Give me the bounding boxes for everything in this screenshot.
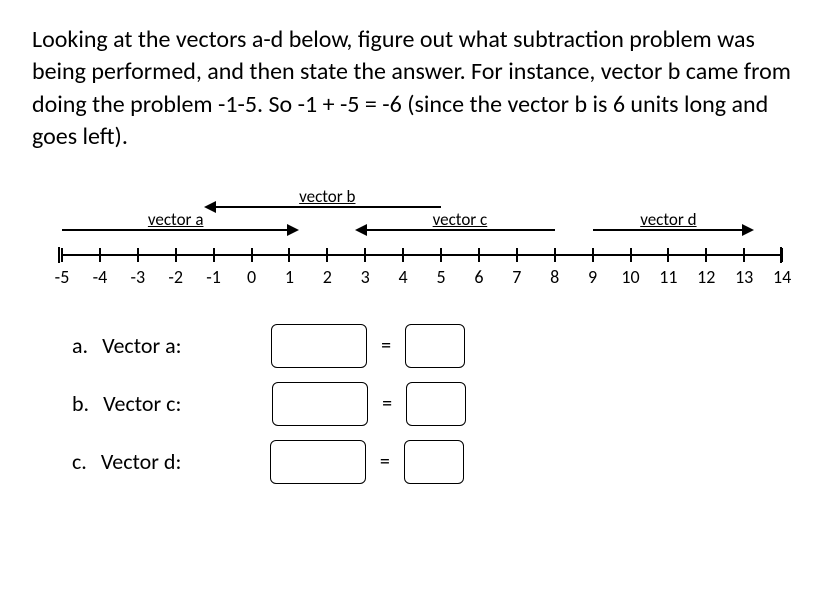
equals-sign: = — [382, 392, 392, 416]
tick — [137, 248, 139, 262]
tick — [251, 248, 253, 262]
number-line-left-end — [58, 247, 60, 263]
tick-label: -2 — [168, 266, 183, 288]
tick — [743, 248, 745, 262]
vector-c-arrowhead — [355, 224, 367, 236]
tick-label: 5 — [436, 266, 445, 288]
tick — [326, 248, 328, 262]
tick — [288, 248, 290, 262]
tick — [630, 248, 632, 262]
equals-sign: = — [381, 334, 391, 358]
tick-label: 6 — [474, 266, 483, 288]
vector-b-arrowhead — [204, 201, 216, 213]
answer-label: Vector d: — [101, 448, 256, 475]
answer-label: Vector c: — [103, 390, 258, 417]
answer-letter: c. — [72, 448, 87, 475]
answer-label: Vector a: — [102, 332, 257, 359]
tick-label: -4 — [93, 266, 108, 288]
answer-row-c: c. Vector d: = — [72, 440, 796, 484]
vector-d-label: vector d — [640, 209, 696, 230]
tick-label: -5 — [55, 266, 70, 288]
tick — [781, 248, 783, 262]
tick-label: 7 — [512, 266, 521, 288]
answer-result-input[interactable] — [405, 324, 465, 368]
tick-label: 10 — [621, 266, 639, 288]
answer-expression-input[interactable] — [272, 382, 368, 426]
tick-label: 1 — [285, 266, 294, 288]
tick-label: 14 — [773, 266, 791, 288]
answer-result-input[interactable] — [406, 382, 466, 426]
tick — [554, 248, 556, 262]
answer-expression-input[interactable] — [271, 324, 367, 368]
tick-label: 0 — [247, 266, 256, 288]
vector-d-arrowhead — [742, 224, 754, 236]
answer-expression-input[interactable] — [270, 440, 366, 484]
tick — [175, 248, 177, 262]
vector-b-label: vector b — [299, 186, 355, 207]
vector-a-arrowhead — [287, 224, 299, 236]
tick — [99, 248, 101, 262]
answer-result-input[interactable] — [404, 440, 464, 484]
vector-diagram: -5-4-3-2-101234567891011121314 vector av… — [32, 184, 796, 294]
number-line — [62, 254, 782, 256]
tick — [402, 248, 404, 262]
vector-a-label: vector a — [148, 209, 204, 230]
tick — [705, 248, 707, 262]
tick — [516, 248, 518, 262]
answers-section: a. Vector a: = b. Vector c: = c. Vector … — [72, 324, 796, 484]
question-prompt: Looking at the vectors a-d below, figure… — [32, 24, 796, 154]
tick-label: 3 — [361, 266, 370, 288]
tick-label: 11 — [659, 266, 677, 288]
tick-label: -1 — [206, 266, 221, 288]
tick-label: 8 — [550, 266, 559, 288]
tick — [364, 248, 366, 262]
tick — [213, 248, 215, 262]
answer-letter: b. — [72, 390, 89, 417]
answer-letter: a. — [72, 332, 88, 359]
tick — [478, 248, 480, 262]
tick — [667, 248, 669, 262]
tick-label: 4 — [399, 266, 408, 288]
vector-c-label: vector c — [433, 209, 488, 230]
tick — [440, 248, 442, 262]
equals-sign: = — [380, 450, 390, 474]
tick-label: -3 — [130, 266, 145, 288]
tick-label: 12 — [697, 266, 715, 288]
tick-label: 2 — [323, 266, 332, 288]
tick — [592, 248, 594, 262]
answer-row-a: a. Vector a: = — [72, 324, 796, 368]
tick-label: 9 — [588, 266, 597, 288]
tick — [61, 248, 63, 262]
answer-row-b: b. Vector c: = — [72, 382, 796, 426]
tick-label: 13 — [735, 266, 753, 288]
